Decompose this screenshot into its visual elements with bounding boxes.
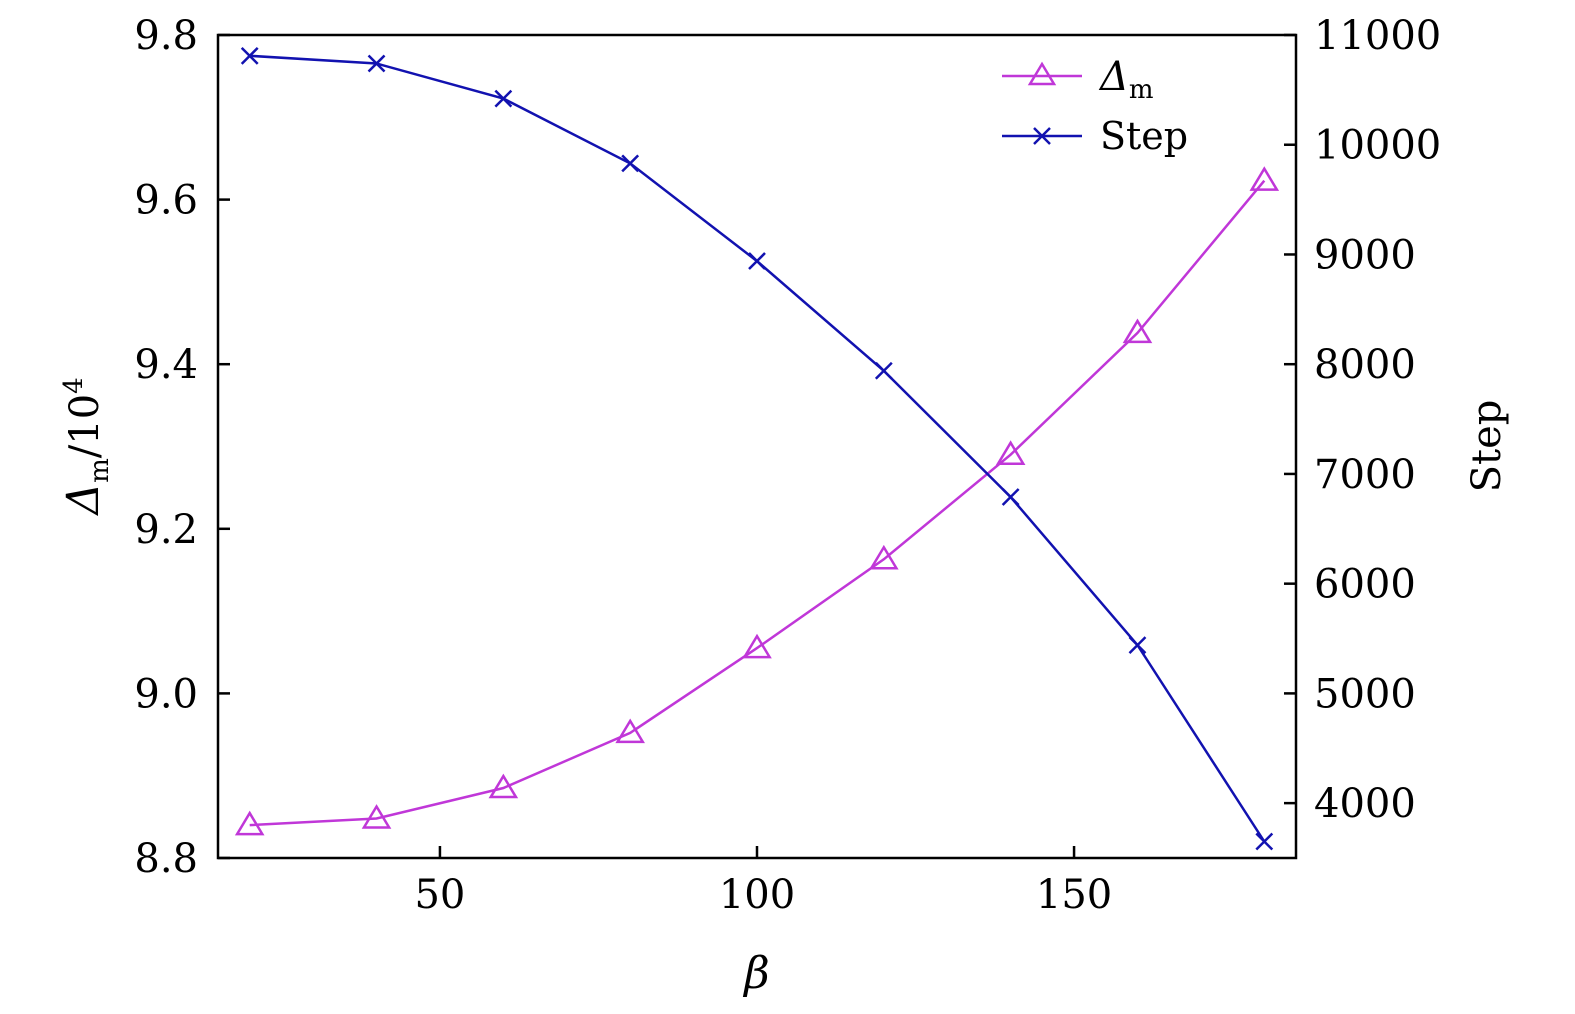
- right-y-axis-title: Step: [1464, 400, 1510, 493]
- data-point-x: [367, 54, 386, 73]
- data-point-x: [874, 361, 893, 380]
- data-point-triangle: [488, 773, 519, 799]
- data-point-x: [748, 252, 766, 270]
- data-point-x: [1128, 636, 1147, 655]
- left-y-tick-label: 9.0: [134, 671, 198, 717]
- data-point-triangle: [1122, 318, 1153, 344]
- left-y-axis-title: Δm/104: [58, 377, 115, 516]
- right-y-tick-label: 6000: [1314, 562, 1416, 608]
- x-axis-ticks: 50 100 150: [414, 846, 1112, 918]
- x-axis-title: β: [742, 948, 769, 999]
- data-point-triangle: [995, 440, 1026, 465]
- data-point-triangle: [1249, 166, 1280, 191]
- data-point-x: [1255, 832, 1274, 851]
- right-y-tick-label: 4000: [1314, 781, 1416, 827]
- right-y-tick-label: 11000: [1314, 13, 1441, 59]
- data-point-triangle: [234, 810, 265, 836]
- left-y-tick-label: 9.8: [134, 13, 198, 59]
- legend-label-delta-symbol: Δ: [1098, 54, 1129, 100]
- data-point-x: [494, 89, 513, 108]
- left-y-axis-title-subscript: m: [85, 458, 115, 483]
- legend-marker-delta: [1027, 61, 1057, 86]
- left-y-tick-label: 9.2: [134, 507, 198, 553]
- data-point-triangle: [869, 544, 899, 570]
- data-point-triangle: [361, 804, 392, 829]
- legend-label-step: Step: [1100, 114, 1188, 158]
- right-y-tick-label: 5000: [1314, 671, 1416, 717]
- series-line: [249, 179, 1266, 827]
- left-y-axis-title-symbol: Δ: [58, 483, 109, 517]
- data-point-x: [240, 46, 259, 65]
- data-point-x: [621, 154, 640, 173]
- left-y-tick-label: 9.6: [134, 178, 198, 224]
- x-tick-label: 50: [414, 872, 465, 918]
- legend: Δm Step: [1002, 54, 1188, 158]
- data-point-triangle: [742, 633, 772, 659]
- x-tick-label: 100: [719, 872, 795, 918]
- series-step: [240, 46, 1274, 851]
- plot-frame: [216, 33, 1298, 860]
- left-y-tick-label: 8.8: [134, 836, 198, 882]
- data-point-x: [1001, 488, 1020, 506]
- legend-marker-step: [1033, 127, 1051, 145]
- right-y-tick-label: 7000: [1314, 452, 1416, 498]
- series-delta-m: [234, 166, 1280, 836]
- legend-label-delta: Δm: [1098, 54, 1154, 105]
- series-line: [249, 54, 1266, 843]
- right-y-axis-ticks: 4000 5000 6000 7000 8000 9000 10000 11000: [1284, 13, 1441, 827]
- left-y-tick-label: 9.4: [134, 342, 198, 388]
- left-y-axis-title-suffix: /10: [62, 394, 108, 458]
- series-layer: [234, 46, 1280, 851]
- right-y-tick-label: 8000: [1314, 342, 1416, 388]
- left-y-axis-ticks: 8.8 9.0 9.2 9.4 9.6 9.8: [134, 13, 230, 882]
- left-y-axis-title-superscript: 4: [59, 377, 89, 394]
- svg-text:Δm/104: Δm/104: [58, 377, 115, 516]
- right-y-tick-label: 10000: [1314, 123, 1441, 169]
- data-point-triangle: [615, 718, 645, 744]
- legend-label-delta-subscript: m: [1129, 75, 1154, 105]
- x-tick-label: 150: [1036, 872, 1112, 918]
- right-y-tick-label: 9000: [1314, 232, 1416, 278]
